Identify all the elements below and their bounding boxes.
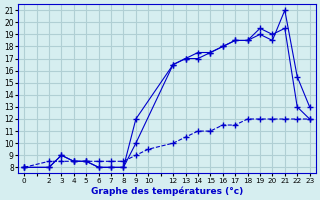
X-axis label: Graphe des températures (°c): Graphe des températures (°c) <box>91 186 243 196</box>
